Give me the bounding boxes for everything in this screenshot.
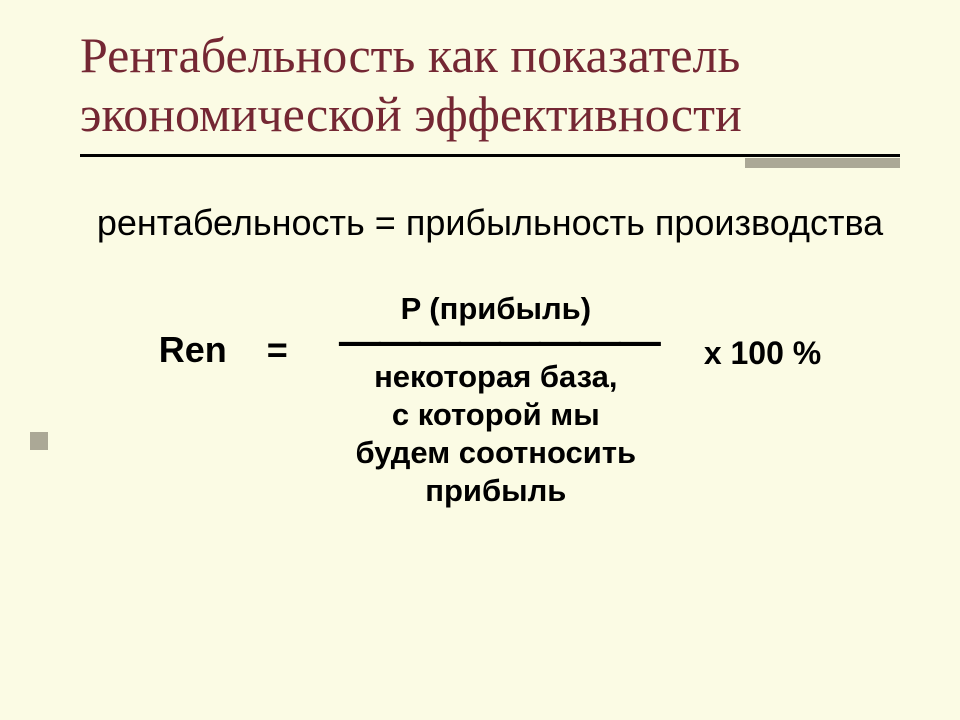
formula-denominator: некоторая база, с которой мы будем соотн… [356,358,637,509]
bullet-square-icon [30,432,48,450]
fraction-bar: ———————— [333,329,659,352]
title-rule [80,150,900,170]
formula-lhs: Ren = [159,291,288,371]
slide-title: Рентабельность как показатель экономичес… [80,26,900,144]
slide: Рентабельность как показатель экономичес… [0,0,960,720]
denominator-line: некоторая база, [374,359,617,394]
rule-accent-bar [745,158,900,168]
rule-line [80,154,900,157]
denominator-line: прибыль [425,473,566,508]
denominator-line: будем соотносить [356,435,637,470]
subtitle-text: рентабельность = прибыльность производст… [80,200,900,245]
formula: Ren = P (прибыль) ———————— некоторая баз… [80,291,900,509]
title-block: Рентабельность как показатель экономичес… [80,26,900,170]
formula-fraction: P (прибыль) ———————— некоторая база, с к… [316,291,676,509]
denominator-line: с которой мы [392,397,600,432]
formula-suffix: х 100 % [704,291,821,372]
